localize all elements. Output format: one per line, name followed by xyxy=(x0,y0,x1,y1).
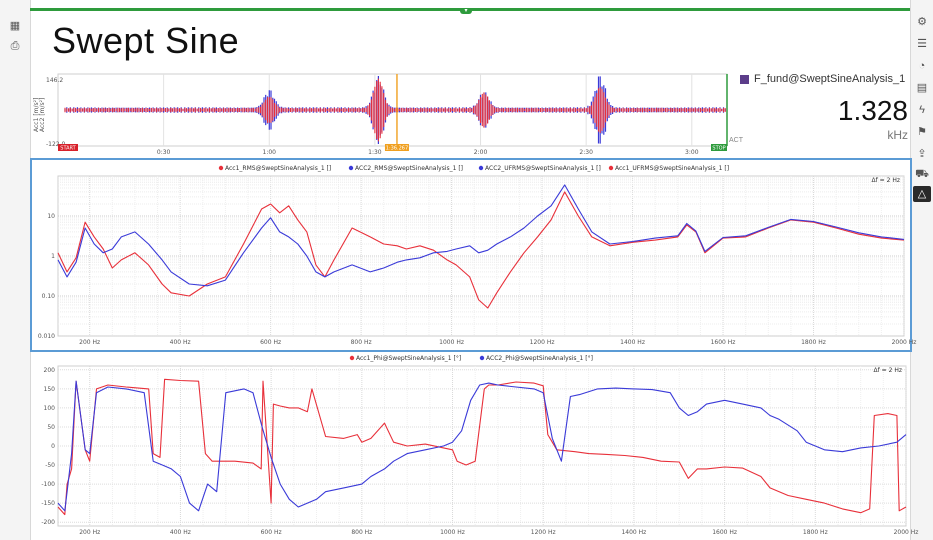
x-tick-label: 2:30 xyxy=(579,149,593,156)
flag-icon[interactable]: ⚑ xyxy=(913,124,931,140)
y-axis-label: Acc2 [m/s²] xyxy=(39,98,46,132)
collapse-handle-icon[interactable]: ▾ xyxy=(460,8,472,14)
magnitude-chart[interactable]: 200 Hz 400 Hz 600 Hz 800 Hz 1000 Hz 1200 Hz 14… xyxy=(32,160,908,348)
meter-swatch xyxy=(740,75,749,84)
y-tick-label: -100 xyxy=(41,481,55,488)
x-tick-label: 1600 Hz xyxy=(711,339,736,346)
y-tick-label: 0.10 xyxy=(42,293,56,300)
printer-icon[interactable]: ⎙ xyxy=(6,38,24,54)
df-label: Δf = 2 Hz xyxy=(874,367,902,374)
stop-label: STOP xyxy=(712,146,725,152)
legend-swatch xyxy=(349,166,353,170)
x-tick-label: 0:30 xyxy=(157,149,171,156)
y-tick-label: 100 xyxy=(44,405,56,412)
x-tick-label: 200 Hz xyxy=(79,339,100,346)
car-icon[interactable]: ⛟ xyxy=(913,166,931,182)
y-tick-label: -200 xyxy=(41,519,55,526)
x-tick-label: 1000 Hz xyxy=(439,339,464,346)
legend-entry: Acc1_Phi@SweptSineAnalysis_1 [°] xyxy=(356,355,461,362)
meter-channel: F_fund@SweptSineAnalysis_1 xyxy=(754,73,905,85)
cursor-label: 1:36.267 xyxy=(386,146,408,152)
page-title: Swept Sine xyxy=(52,20,239,62)
layers-icon[interactable]: ▦ xyxy=(6,18,24,34)
x-tick-label: 1800 Hz xyxy=(801,339,826,346)
phase-chart[interactable]: 200 Hz 400 Hz 600 Hz 800 Hz 1000 Hz 1200 Hz 14… xyxy=(30,352,910,538)
x-tick-label: 600 Hz xyxy=(260,339,281,346)
legend-entry: ACC2_RMS@SweptSineAnalysis_1 [] xyxy=(355,165,463,172)
x-tick-label: 2000 Hz xyxy=(894,529,919,536)
x-tick-label: 2:00 xyxy=(474,149,488,156)
y-tick-label: 1 xyxy=(51,253,55,260)
y-tick-label: 0 xyxy=(51,443,55,450)
warning-icon[interactable]: △ xyxy=(913,186,931,202)
right-toolbar: ⚙ ☰ ◔ ▤ ϟ ⚑ ⇪ ⛟ △ xyxy=(910,0,933,540)
list-icon[interactable]: ☰ xyxy=(913,36,931,52)
start-label: START xyxy=(60,146,76,152)
legend-swatch xyxy=(219,166,223,170)
x-tick-label: 400 Hz xyxy=(170,529,191,536)
x-tick-label: 200 Hz xyxy=(79,529,100,536)
x-tick-label: 1200 Hz xyxy=(531,529,556,536)
x-tick-label: 1800 Hz xyxy=(803,529,828,536)
y-tick-label: 150 xyxy=(44,386,56,393)
legend-entry: Acc1_RMS@SweptSineAnalysis_1 [] xyxy=(225,165,331,172)
y-tick-label: 50 xyxy=(47,424,55,431)
gear-icon[interactable]: ⚙ xyxy=(913,14,931,30)
x-tick-label: 2000 Hz xyxy=(892,339,917,346)
x-tick-label: 1200 Hz xyxy=(530,339,555,346)
y-tick-label: -150 xyxy=(41,500,55,507)
meter-label: F_fund@SweptSineAnalysis_1 xyxy=(740,73,905,85)
x-tick-label: 1600 Hz xyxy=(712,529,737,536)
lightning-icon[interactable]: ϟ xyxy=(913,102,931,118)
x-tick-label: 1400 Hz xyxy=(621,529,646,536)
y-tick-label: -50 xyxy=(45,462,55,469)
meter-mode: ACT xyxy=(729,137,743,144)
x-tick-label: 800 Hz xyxy=(351,529,372,536)
y-tick-label: 200 xyxy=(44,367,56,374)
x-tick-label: 1:30 xyxy=(368,149,382,156)
left-toolbar: ▦ ⎙ xyxy=(0,0,31,540)
x-tick-label: 800 Hz xyxy=(351,339,372,346)
legend-swatch xyxy=(609,166,613,170)
x-tick-label: 3:00 xyxy=(685,149,699,156)
legend-swatch xyxy=(479,166,483,170)
meter-unit: kHz xyxy=(887,128,908,142)
x-tick-label: 1400 Hz xyxy=(620,339,645,346)
legend-entry: ACC2_Phi@SweptSineAnalysis_1 [°] xyxy=(486,355,593,362)
time-overview-chart[interactable]: 0:30 1:00 1:30 2:00 2:30 3:00146.2-122.0Acc1 … xyxy=(30,70,730,154)
meter-value: 1.328 xyxy=(838,95,908,127)
y-tick-label: 0.010 xyxy=(38,333,55,340)
report-icon[interactable]: ▤ xyxy=(913,80,931,96)
df-label: Δf = 2 Hz xyxy=(872,177,900,184)
gauge-icon[interactable]: ◔ xyxy=(913,58,931,74)
x-tick-label: 600 Hz xyxy=(261,529,282,536)
legend-entry: ACC2_UFRMS@SweptSineAnalysis_1 [] xyxy=(485,165,601,172)
x-tick-label: 400 Hz xyxy=(170,339,191,346)
legend-swatch xyxy=(350,356,354,360)
legend-swatch xyxy=(480,356,484,360)
x-tick-label: 1:00 xyxy=(263,149,277,156)
legend-entry: Acc1_UFRMS@SweptSineAnalysis_1 [] xyxy=(615,165,729,172)
x-tick-label: 1000 Hz xyxy=(440,529,465,536)
y-tick-label: 146.2 xyxy=(46,77,63,84)
export-icon[interactable]: ⇪ xyxy=(913,146,931,162)
y-tick-label: 10 xyxy=(47,213,55,220)
